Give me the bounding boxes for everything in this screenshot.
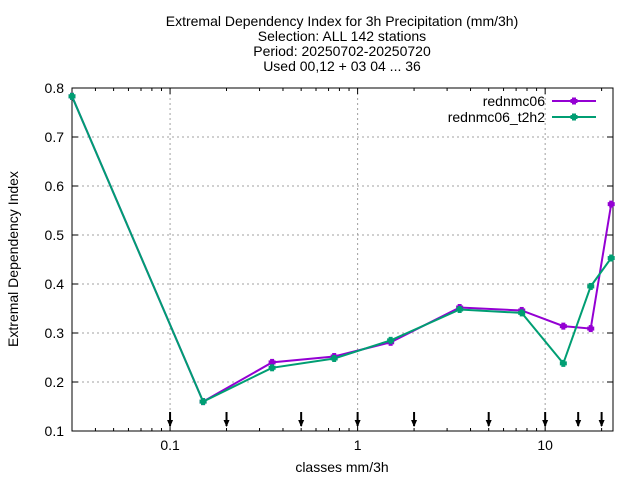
grid-layer [72,88,613,431]
y-tick-label: 0.8 [45,80,65,96]
title-line-2: Selection: ALL 142 stations [258,28,426,44]
class-marker-arrowhead [167,420,174,427]
y-tick-label: 0.6 [45,178,65,194]
data-point-cross [70,92,74,100]
y-tick-label: 0.5 [45,227,65,243]
legend-label-rednmc06-t2h2: rednmc06_t2h2 [448,109,546,125]
title-line-4: Used 00,12 + 03 04 ... 36 [263,58,421,74]
class-marker-arrowhead [575,420,582,427]
y-tick-label: 0.4 [45,276,65,292]
title-line-3: Period: 20250702-20250720 [253,43,431,59]
data-point-cross [588,282,593,290]
data-point-cross [561,322,566,330]
data-point-cross [332,354,337,362]
legend: rednmc06 rednmc06_t2h2 [448,93,596,125]
title-line-1: Extremal Dependency Index for 3h Precipi… [166,13,519,29]
plot-frame [71,87,614,432]
series-line [71,95,613,403]
data-point-cross [457,305,462,313]
class-marker-arrowhead [298,420,305,427]
data-point-cross [572,97,576,105]
x-tick-label: 1 [354,437,362,453]
data-point-cross [588,325,593,333]
data-point-cross [270,364,275,372]
data-point-cross [561,359,566,367]
series-2 [68,92,615,406]
y-axis-label: Extremal Dependency Index [5,171,21,347]
class-marker-arrowhead [542,420,549,427]
data-point-cross [270,358,275,366]
legend-label-rednmc06: rednmc06 [483,93,545,109]
y-tick-label: 0.2 [45,374,65,390]
data-point-cross [572,113,576,121]
data-point-cross [388,336,393,344]
class-marker-arrowhead [411,420,418,427]
y-tick-label: 0.3 [45,325,65,341]
data-point-cross [519,309,524,317]
data-point-cross [609,200,614,208]
x-axis-label: classes mm/3h [295,459,388,475]
chart-title: Extremal Dependency Index for 3h Precipi… [166,13,519,74]
y-tick-label: 0.1 [45,423,65,439]
data-point-cross [201,398,206,406]
class-marker-arrowhead [223,420,230,427]
x-tick-label: 0.1 [160,437,180,453]
x-tick-label: 10 [537,437,553,453]
class-markers [167,412,605,427]
ticks-layer: 0.1 0.2 0.3 0.4 0.5 0.6 0.7 0.8 0.1 1 10 [45,80,613,453]
y-tick-label: 0.7 [45,129,65,145]
class-marker-arrowhead [354,420,361,427]
series-layer [68,92,615,406]
class-marker-arrowhead [598,420,605,427]
data-point-cross [609,254,614,262]
class-marker-arrowhead [485,420,492,427]
series-1 [68,92,615,406]
